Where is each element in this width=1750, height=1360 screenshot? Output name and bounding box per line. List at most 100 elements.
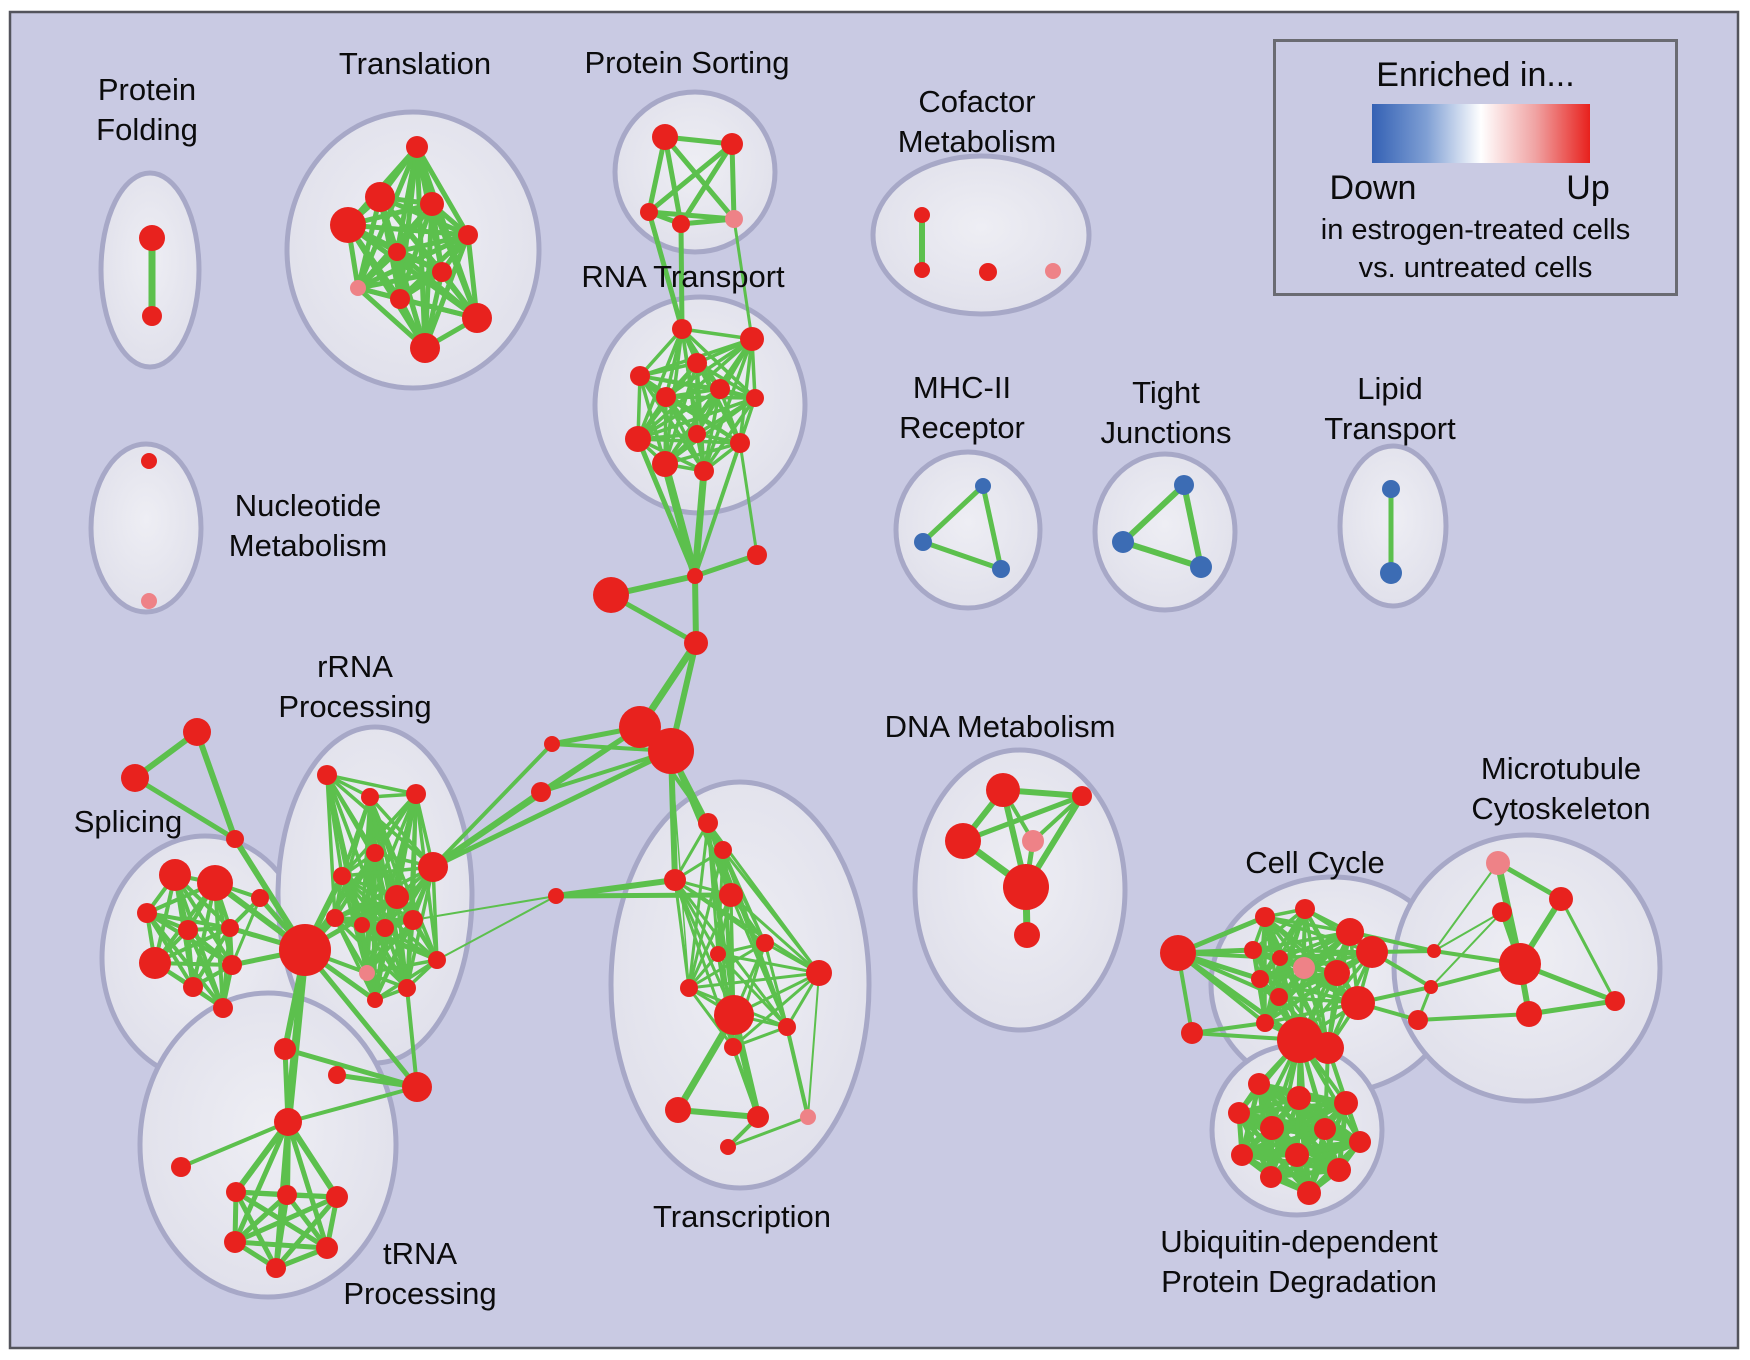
gene-set-node (747, 545, 767, 565)
ps-cluster-label: Protein Sorting (584, 45, 789, 80)
gene-set-node (213, 998, 233, 1018)
gene-set-node (1022, 830, 1044, 852)
gene-set-node (361, 788, 379, 806)
lt-cluster-label: Transport (1324, 411, 1456, 446)
edge (365, 918, 415, 975)
mt-cluster-label: Cytoskeleton (1471, 791, 1650, 826)
gene-set-node (388, 243, 406, 261)
edge (920, 539, 1004, 572)
edge (285, 1119, 330, 1251)
edge (1526, 998, 1618, 1017)
gene-set-node (1314, 1118, 1336, 1140)
edge (687, 893, 733, 990)
gene-set-node (274, 1038, 296, 1060)
ub-cluster-label: Protein Degradation (1161, 1264, 1437, 1299)
edge (807, 972, 820, 1118)
gene-set-node (376, 919, 394, 937)
edge (373, 918, 415, 1002)
edge (194, 729, 238, 842)
gene-set-node (1244, 941, 1262, 959)
edge (646, 209, 685, 332)
edge (373, 926, 387, 1002)
lt-cluster-label: Lipid (1357, 371, 1423, 406)
edge (302, 947, 420, 1090)
edge (635, 436, 698, 579)
gene-set-node (725, 210, 743, 228)
rr-cluster-label: Processing (278, 689, 431, 724)
gene-set-node (721, 133, 743, 155)
gene-set-node (1270, 988, 1288, 1006)
gene-set-node (625, 426, 651, 452)
legend-caption-line2: vs. untreated cells (1358, 252, 1593, 284)
edge (732, 217, 754, 341)
edge (636, 396, 757, 441)
gene-set-node (1349, 1131, 1371, 1153)
gene-set-node (684, 631, 708, 655)
edge (664, 337, 754, 399)
gene-set-node (183, 977, 203, 997)
gene-set-node (1285, 1143, 1309, 1167)
gene-set-node (724, 1038, 742, 1056)
gene-set-node (121, 764, 149, 792)
gene-set-node (1112, 531, 1134, 553)
gene-set-node (141, 593, 157, 609)
gene-set-node (1312, 1032, 1344, 1064)
legend-down-label: Down (1329, 169, 1417, 207)
edge (232, 1119, 291, 1245)
edge (191, 926, 232, 989)
edge (738, 441, 759, 557)
gene-set-node (531, 782, 551, 802)
edge (333, 916, 409, 990)
nm-cluster-bubble (88, 441, 204, 615)
gene-set-node (279, 924, 331, 976)
gene-set-node (1605, 991, 1625, 1011)
gene-set-node (1327, 1158, 1351, 1182)
gene-set-node (403, 910, 423, 930)
edge (233, 1189, 279, 1271)
gene-set-node (1324, 960, 1350, 986)
edge (729, 141, 737, 222)
cf-cluster-label: Metabolism (898, 124, 1057, 159)
gene-set-node (652, 124, 678, 150)
edge (763, 941, 789, 1029)
edge (716, 952, 789, 1029)
gene-set-node (317, 765, 337, 785)
gene-set-node (640, 203, 658, 221)
legend-title: Enriched in... (1376, 56, 1575, 94)
mh-cluster-label: MHC-II (913, 370, 1011, 405)
gene-set-node (420, 192, 444, 216)
gene-set-node (648, 728, 694, 774)
edge (729, 893, 821, 975)
gene-set-node (1516, 1001, 1542, 1027)
gene-set-node (619, 706, 661, 748)
gene-set-node (171, 1157, 191, 1177)
gene-set-node (714, 841, 732, 859)
gene-set-node (432, 262, 452, 282)
edge (1433, 911, 1503, 952)
gene-set-node (316, 1237, 338, 1259)
gene-set-node (398, 979, 416, 997)
edge (670, 750, 690, 989)
edge (179, 1120, 290, 1169)
gene-set-node (1408, 1010, 1428, 1030)
gene-set-node (593, 577, 629, 613)
edge (1251, 907, 1307, 952)
gene-set-node (359, 965, 375, 981)
gene-set-node (428, 951, 446, 969)
edge (173, 873, 234, 967)
legend-caption-line1: in estrogen-treated cells (1320, 214, 1631, 246)
tx-cluster-label: Transcription (653, 1199, 831, 1234)
edge (1269, 1038, 1302, 1179)
gene-set-node (979, 263, 997, 281)
gene-set-node (672, 319, 692, 339)
gene-set-node (402, 1072, 432, 1102)
edge (1175, 950, 1303, 1043)
edge (693, 441, 742, 578)
edge (1430, 911, 1503, 988)
edge (284, 1192, 330, 1251)
edge (678, 141, 735, 227)
gene-set-node (710, 379, 730, 399)
gene-set-node (1014, 922, 1040, 948)
edge (661, 460, 699, 580)
